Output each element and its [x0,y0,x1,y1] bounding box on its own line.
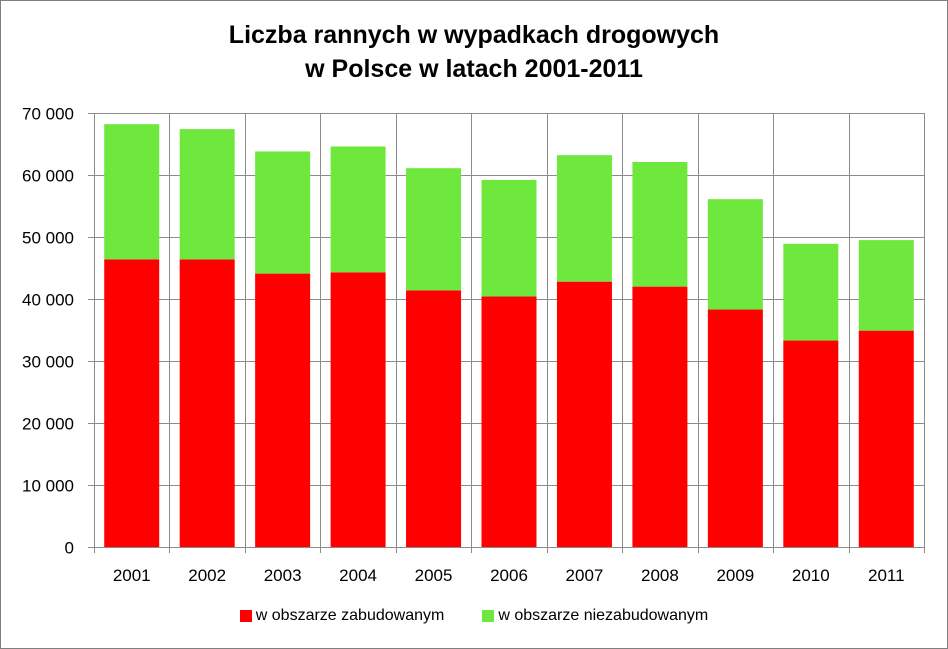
legend-item-built-up: w obszarze zabudowanym [239,607,445,625]
x-tick-label: 2003 [264,566,302,585]
axes: 0 10 000 20 000 30 000 40 000 50 000 60 000 70 … [22,105,925,585]
bar-built-up [707,309,763,547]
legend-swatch-built-up [239,610,252,622]
legend: w obszarze zabudowanym w obszarze niezab… [0,607,948,625]
x-tick-label: 2011 [868,566,905,585]
chart-title-line-1: Liczba rannych w wypadkach drogowych [228,21,720,49]
bar-non-built-up [707,199,763,310]
legend-label-non-built-up: w obszarze niezabudowanym [498,607,709,624]
bars [104,124,914,547]
x-tick-label: 2010 [792,566,830,585]
bar-non-built-up [104,124,160,260]
x-tick-label: 2006 [490,566,528,585]
x-tick-label: 2009 [716,566,754,585]
bar-built-up [406,290,462,547]
legend-item-non-built-up: w obszarze niezabudowanym [482,607,708,625]
y-tick-label: 70 000 [22,105,74,124]
x-tick-label: 2007 [566,566,604,585]
y-tick-label: 60 000 [22,167,74,186]
y-tick-label: 40 000 [22,291,74,310]
y-tick-label: 20 000 [22,415,74,434]
y-tick-label: 10 000 [22,477,74,496]
bar-non-built-up [556,155,612,282]
chart-title-line-2: w Polsce w latach 2001-2011 [305,55,643,83]
bar-non-built-up [330,146,386,273]
bar-built-up [330,272,386,547]
bar-non-built-up [179,129,235,260]
bar-non-built-up [858,240,914,331]
bar-non-built-up [632,161,688,287]
x-tick-label: 2004 [339,566,377,585]
bar-built-up [104,259,160,547]
bar-non-built-up [255,151,311,274]
x-tick-label: 2008 [641,566,679,585]
bar-built-up [556,281,612,547]
bar-non-built-up [783,243,839,341]
bar-built-up [481,296,537,547]
bar-built-up [858,330,914,547]
bar-built-up [783,340,839,547]
bar-non-built-up [481,179,537,297]
bar-built-up [632,286,688,547]
y-tick-label: 50 000 [22,229,74,248]
chart-title: Liczba rannych w wypadkach drogowych w P… [0,18,948,86]
x-tick-label: 2001 [113,566,151,585]
y-tick-label: 30 000 [22,353,74,372]
legend-swatch-non-built-up [482,610,495,622]
y-tick-label: 0 [65,539,74,558]
bar-built-up [255,273,311,547]
bar-non-built-up [406,168,462,291]
x-tick-label: 2002 [188,566,226,585]
x-tick-label: 2005 [415,566,453,585]
legend-label-built-up: w obszarze zabudowanym [255,607,445,624]
bar-built-up [179,259,235,547]
